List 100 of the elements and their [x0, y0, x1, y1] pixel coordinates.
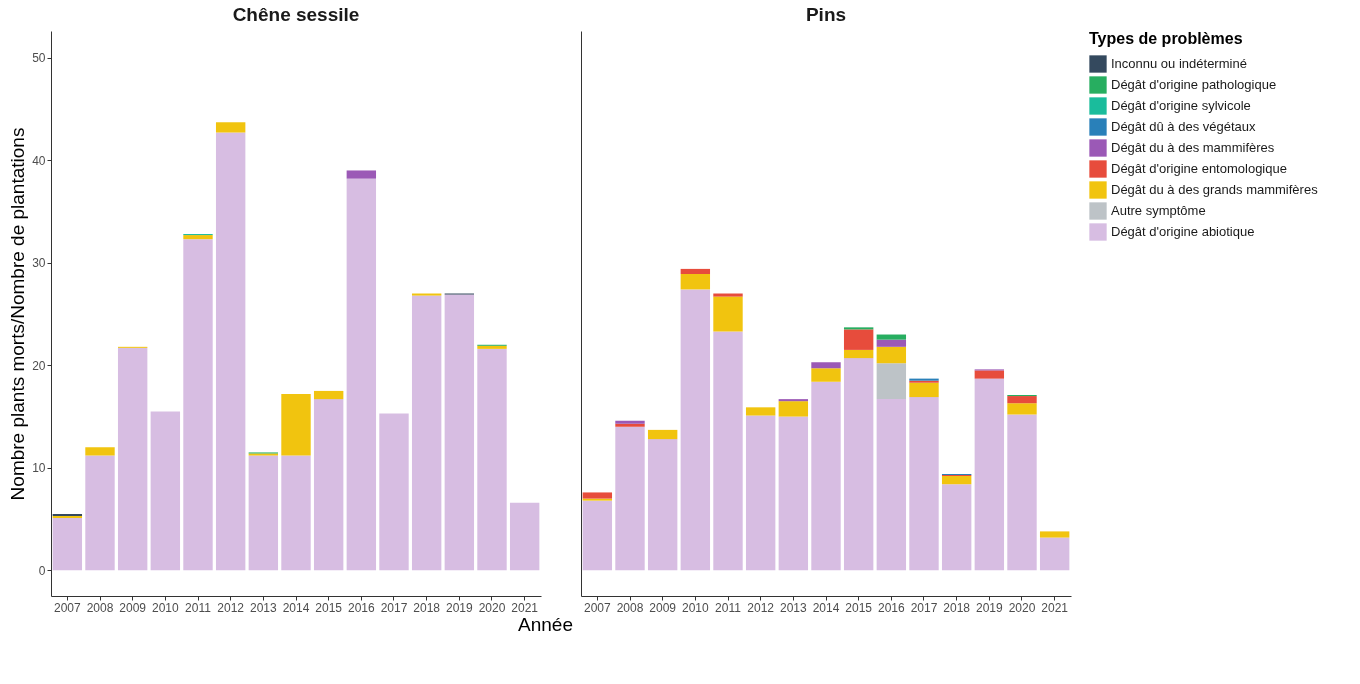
x-tick-label: 2010 — [681, 600, 709, 615]
x-tick-label: 2011 — [185, 600, 212, 615]
y-tick-label: 10 — [32, 461, 46, 476]
x-tick-label: 2008 — [616, 600, 644, 615]
bar — [876, 334, 907, 340]
bar — [843, 327, 874, 330]
bar — [346, 170, 377, 179]
x-tick-label: 2009 — [119, 600, 147, 615]
bar — [477, 348, 507, 571]
bar — [85, 455, 115, 571]
x-tick-label: 2009 — [649, 600, 677, 615]
x-tick-label: 2012 — [747, 600, 775, 615]
bar — [248, 455, 279, 571]
bar — [1039, 537, 1070, 571]
bar — [974, 370, 1005, 379]
bar — [713, 296, 743, 332]
legend-label: Inconnu ou indéterminé — [1111, 56, 1247, 71]
bar — [582, 492, 613, 499]
bar — [183, 235, 213, 240]
x-tick-label: 2007 — [53, 600, 81, 615]
bar — [582, 500, 613, 571]
x-tick-label: 2016 — [347, 600, 375, 615]
x-tick-label: 2019 — [975, 600, 1003, 615]
x-tick-label: 2008 — [86, 600, 114, 615]
bar — [745, 415, 776, 571]
bar — [615, 426, 645, 571]
bar — [843, 349, 874, 359]
bar — [713, 293, 743, 297]
bar — [745, 407, 776, 416]
bar — [811, 381, 841, 571]
bar — [778, 399, 809, 402]
bar — [876, 363, 907, 400]
y-tick-label: 20 — [32, 358, 46, 373]
legend-label: Dégât d'origine abiotique — [1111, 224, 1255, 239]
x-tick-label: 2019 — [445, 600, 473, 615]
bar — [117, 347, 148, 571]
bar — [1007, 403, 1037, 415]
bar — [582, 498, 613, 501]
bar — [713, 331, 743, 571]
bar — [150, 411, 181, 571]
x-tick-label: 2017 — [380, 600, 408, 615]
legend-label: Dégât d'origine sylvicole — [1111, 98, 1251, 113]
y-tick-label: 30 — [32, 256, 46, 271]
bar — [444, 294, 475, 571]
legend-title: Types de problèmes — [1089, 30, 1243, 47]
bar — [379, 413, 409, 571]
bar — [778, 401, 809, 417]
bar — [1039, 531, 1070, 538]
bar — [909, 382, 939, 398]
bar — [1007, 396, 1037, 404]
x-tick-label: 2015 — [845, 600, 873, 615]
legend-label: Dégât du à des mammifères — [1111, 140, 1275, 155]
legend-label: Dégât d'origine entomologique — [1111, 161, 1287, 176]
bar — [974, 378, 1005, 571]
bar — [183, 239, 213, 571]
bar — [215, 132, 246, 571]
bar — [647, 439, 678, 571]
x-tick-label: 2011 — [715, 600, 742, 615]
bar — [941, 476, 972, 485]
bar — [811, 368, 841, 382]
legend-label: Dégât d'origine pathologique — [1111, 77, 1277, 92]
bar — [313, 399, 344, 571]
bar — [509, 502, 540, 571]
bar — [411, 293, 442, 296]
x-tick-label: 2013 — [249, 600, 277, 615]
bar — [909, 397, 939, 571]
bar — [876, 346, 907, 364]
x-tick-label: 2018 — [413, 600, 441, 615]
bar — [843, 358, 874, 571]
x-tick-label: 2017 — [910, 600, 938, 615]
bar — [281, 455, 311, 571]
x-tick-label: 2020 — [478, 600, 506, 615]
x-tick-label: 2012 — [217, 600, 245, 615]
chart-title: Chêne sessile — [232, 4, 360, 25]
bar — [215, 122, 246, 133]
bar — [313, 390, 344, 400]
bar — [843, 329, 874, 350]
bar — [680, 268, 711, 275]
bar — [52, 518, 83, 571]
y-tick-label: 50 — [32, 51, 46, 66]
x-tick-label: 2013 — [779, 600, 807, 615]
bar — [811, 362, 841, 369]
bar — [411, 295, 442, 571]
bar — [346, 178, 377, 571]
bar — [876, 339, 907, 347]
x-tick-label: 2010 — [151, 600, 179, 615]
x-tick-label: 2014 — [812, 600, 840, 615]
legend-label: Dégât dû à des végétaux — [1111, 119, 1257, 134]
x-tick-label: 2021 — [1041, 600, 1069, 615]
legend-label: Dégât du à des grands mammifères — [1111, 182, 1319, 197]
bar — [85, 447, 115, 456]
x-tick-label: 2020 — [1008, 600, 1036, 615]
x-tick-label: 2021 — [511, 600, 539, 615]
legend-label: Autre symptôme — [1111, 203, 1206, 218]
x-axis-title: Année — [518, 613, 573, 635]
bar — [680, 289, 711, 571]
y-axis-title: Nombre plants morts/Nombre de plantations — [7, 127, 29, 501]
bar — [647, 429, 678, 440]
x-tick-label: 2015 — [315, 600, 343, 615]
bar — [876, 399, 907, 571]
